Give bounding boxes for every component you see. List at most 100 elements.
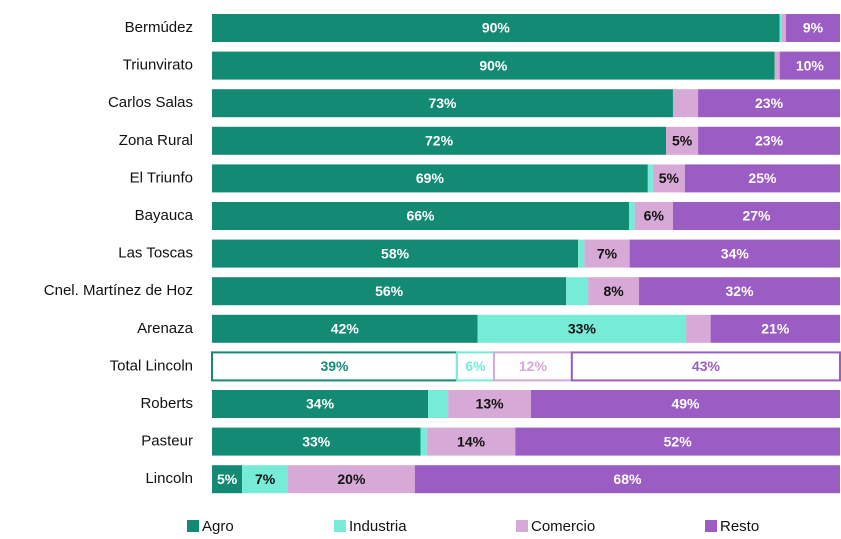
value-label: 23% [755,133,784,149]
value-label: 12% [519,358,548,374]
bar-segment [212,465,243,494]
bar-segment [212,51,775,80]
value-label: 6% [644,208,665,224]
bar-segment [426,427,516,456]
value-label: 52% [664,433,693,449]
bar-segment [578,239,585,268]
value-label: 5% [217,471,238,487]
category-label: Triunvirato [123,57,193,74]
bar-segment [515,427,840,456]
bar-segment [455,351,495,382]
bar-segment [686,314,711,343]
value-label: 72% [425,133,454,149]
value-label: 49% [671,396,700,412]
value-label: 33% [302,433,331,449]
value-label: 39% [320,358,349,374]
bar-segment [779,14,782,42]
bar-segment [211,351,458,382]
value-label: 66% [406,208,435,224]
bar-segment [628,202,635,230]
value-label: 9% [803,20,824,36]
value-label: 73% [428,95,457,111]
value-label: 33% [568,321,597,337]
value-label: 69% [416,170,445,186]
bar-segment [414,465,840,494]
category-label: Bayauca [135,207,194,224]
bar-segment [448,390,532,418]
legend-label: Resto [720,518,759,535]
bar-segment [212,314,478,343]
value-label: 34% [306,396,335,412]
bar-segment [212,89,673,118]
bar-segment [774,51,780,80]
value-label: 7% [255,471,276,487]
bar-segment [785,14,840,42]
bar-segment [588,277,640,306]
bar-segment [212,390,429,418]
category-label: Cnel. Martínez de Hoz [44,282,193,299]
legend-swatch [334,520,346,532]
bar-segment [212,427,421,456]
bar-segment [684,164,840,193]
value-label: 68% [613,471,642,487]
legend-swatch [187,520,199,532]
bar-segment [570,351,841,382]
value-label: 27% [742,208,771,224]
bar-segment [212,164,648,193]
value-label: 23% [755,95,784,111]
value-label: 58% [381,245,410,261]
legend-label: Agro [202,518,234,535]
value-label: 8% [603,283,624,299]
value-label: 56% [375,283,404,299]
bar-segment [477,314,687,343]
legend-label: Comercio [531,518,595,535]
bar-segment [672,202,840,230]
bar-segment [629,239,840,268]
legend-label: Industria [349,518,407,535]
bar-segment [531,390,840,418]
legend-swatch [516,520,528,532]
category-label: Lincoln [145,470,193,487]
bar-segment [212,239,579,268]
category-label: Bermúdez [125,19,193,36]
bar-segment [672,89,699,118]
bar-segment [710,314,840,343]
category-label: El Triunfo [130,169,193,186]
value-label: 42% [331,321,360,337]
bar-segment [212,126,667,155]
bar-segment [428,390,449,418]
value-label: 5% [659,170,680,186]
value-label: 5% [672,133,693,149]
value-label: 32% [726,283,755,299]
category-label: Pasteur [141,433,193,450]
bar-segment [779,51,840,80]
bar-segment [287,465,415,494]
value-label: 90% [482,20,511,36]
bar-segment [242,465,288,494]
value-label: 20% [337,471,366,487]
category-label: Total Lincoln [110,357,193,374]
value-label: 90% [479,57,508,73]
bar-segment [698,126,840,155]
bar-segment [584,239,630,268]
value-label: 6% [465,358,486,374]
value-label: 7% [597,245,618,261]
value-label: 34% [721,245,750,261]
bar-segment [639,277,840,306]
bar-segment [212,14,780,42]
bar-segment [781,14,786,42]
bar-segment [666,126,699,155]
category-label: Zona Rural [119,132,193,149]
legend-swatch [705,520,717,532]
value-label: 25% [748,170,777,186]
value-label: 43% [692,358,721,374]
category-label: Roberts [140,395,193,412]
bar-segment [634,202,673,230]
category-label: Carlos Salas [108,94,193,111]
bar-segment [212,202,629,230]
category-label: Arenaza [137,320,194,337]
value-label: 10% [796,57,825,73]
category-label: Las Toscas [118,245,193,262]
bar-segment [698,89,840,118]
value-label: 13% [476,396,505,412]
